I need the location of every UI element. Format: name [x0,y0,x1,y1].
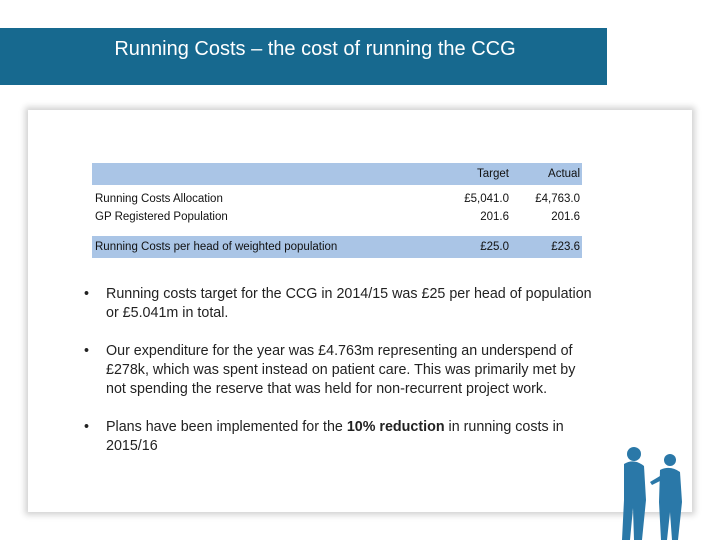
bullet-marker: • [84,343,90,359]
bullet-marker: • [84,419,90,435]
row-label: Running Costs Allocation [95,193,223,205]
bullet-text: 10% reduction [346,419,445,435]
cell: 201.6 [480,211,509,223]
cost-table: Target Actual Running Costs Allocation £5,0… [92,163,582,258]
bullet-text: in running costs in 2015/16 [106,419,564,454]
header-row: Target Actual [92,163,582,185]
cell: £4,763.0 [535,193,580,205]
bullet-marker: • [84,286,90,302]
title-bar: Running Costs – the cost of running the … [0,28,607,85]
bullet-list: • Running costs target for the CCG in 201… [84,285,599,475]
bullet: • Plans have been implemented for the 10%… [84,418,599,456]
row-label: Running Costs per head of weighted popul… [95,241,338,253]
cell: £5,041.0 [464,193,509,205]
bullet-text: Running costs target for the CCG in 2014… [106,286,592,321]
cell: £23.6 [551,241,580,253]
cell: 201.6 [551,211,580,223]
table-row: Running Costs per head of weighted popul… [92,236,582,258]
column-header: Target [477,168,509,180]
column-header: Actual [548,168,580,180]
row-label: GP Registered Population [95,211,228,223]
bullet-text: Our expenditure for the year was £4.763m… [106,343,576,397]
table-row: Running Costs Allocation £5,041.0 £4,763.0 [92,190,582,208]
bullet-text: Plans have been implemented for the [106,419,347,435]
cell: £25.0 [480,241,509,253]
bullet: • Our expenditure for the year was £4.763… [84,342,599,399]
table-row: GP Registered Population 201.6 201.6 [92,208,582,226]
title: Running Costs – the cost of running the … [114,38,516,60]
people-illustration [622,447,682,540]
bullet: • Running costs target for the CCG in 201… [84,285,599,323]
